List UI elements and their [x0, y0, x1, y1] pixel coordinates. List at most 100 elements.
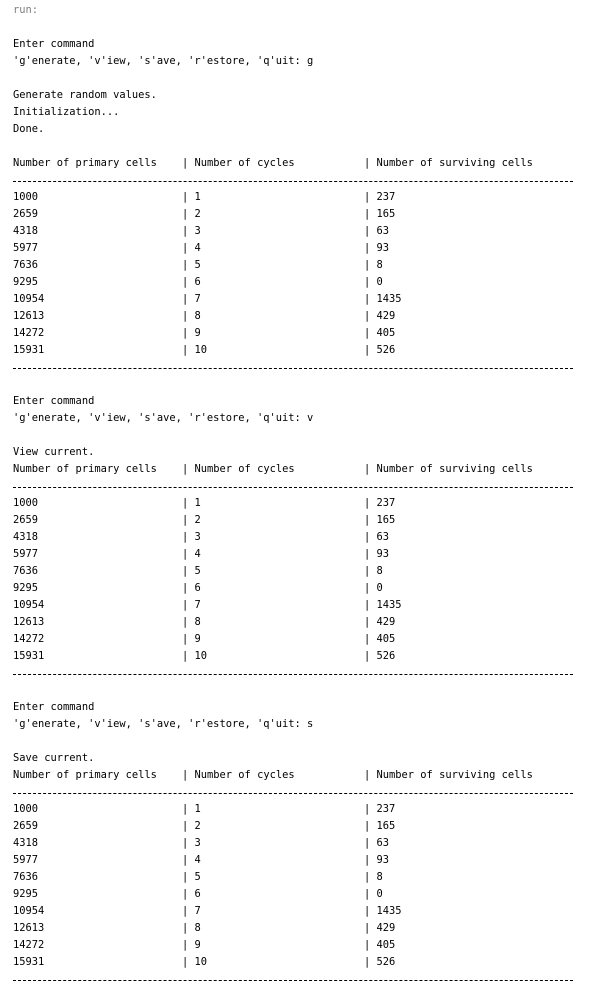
- table-row: 1000 | 1 | 237: [13, 495, 573, 512]
- table-row-col-2: | 8: [182, 616, 201, 628]
- table-row: 14272 | 9 | 405: [13, 631, 573, 648]
- table-row-col-3: | 405: [364, 633, 396, 645]
- table-header-col-1: Number of primary cells: [13, 769, 157, 781]
- table-row-col-3: | 405: [364, 939, 396, 951]
- table-row-col-2: | 8: [182, 310, 201, 322]
- table-header-col-1: Number of primary cells: [13, 157, 157, 169]
- table-row-col-3: | 63: [364, 837, 390, 849]
- table-row-col-3: | 526: [364, 956, 396, 968]
- table-row-col-1: 7636: [13, 259, 39, 271]
- status-message: Save current.: [13, 752, 95, 764]
- table-row: 2659 | 2 | 165: [13, 512, 573, 529]
- table-row-col-1: 10954: [13, 905, 45, 917]
- table-row-col-3: | 1435: [364, 905, 402, 917]
- table-row-col-3: | 165: [364, 820, 396, 832]
- table-row-col-3: | 429: [364, 310, 396, 322]
- table-row-col-3: | 165: [364, 208, 396, 220]
- table-row: 10954 | 7 | 1435: [13, 903, 573, 920]
- status-message: Generate random values.: [13, 89, 157, 101]
- table-row-col-1: 10954: [13, 599, 45, 611]
- prompt-title: Enter command: [13, 38, 95, 50]
- table-header: Number of primary cells | Number of cycle…: [13, 767, 573, 784]
- table-row-col-2: | 2: [182, 208, 201, 220]
- table-row-col-2: | 10: [182, 650, 208, 662]
- prompt-title: Enter command: [13, 395, 95, 407]
- table-row-col-2: | 4: [182, 242, 201, 254]
- table-row-col-3: | 8: [364, 871, 383, 883]
- table-header-col-3: | Number of surviving cells: [364, 157, 533, 169]
- table-header-col-1: Number of primary cells: [13, 463, 157, 475]
- table-row-col-3: | 237: [364, 191, 396, 203]
- table-row-col-3: | 93: [364, 548, 390, 560]
- table-header-divider: [13, 487, 573, 488]
- table-row-col-3: | 63: [364, 225, 390, 237]
- table-row-col-3: | 93: [364, 242, 390, 254]
- table-row: 7636 | 5 | 8: [13, 869, 573, 886]
- table-row-col-2: | 1: [182, 803, 201, 815]
- table-row-col-2: | 7: [182, 293, 201, 305]
- table-row-col-1: 9295: [13, 276, 39, 288]
- table-header: Number of primary cells | Number of cycle…: [13, 155, 573, 172]
- table-row-col-2: | 3: [182, 531, 201, 543]
- table-row-col-3: | 237: [364, 497, 396, 509]
- table-header-col-2: | Number of cycles: [182, 157, 295, 169]
- table-row-col-1: 12613: [13, 616, 45, 628]
- table-row: 9295 | 6 | 0: [13, 886, 573, 903]
- table-row-col-1: 5977: [13, 242, 39, 254]
- table-row: 12613 | 8 | 429: [13, 614, 573, 631]
- table-header-divider: [13, 793, 573, 794]
- table-row-col-1: 4318: [13, 225, 39, 237]
- table-row-col-3: | 526: [364, 650, 396, 662]
- table-row-col-2: | 6: [182, 276, 201, 288]
- table-row: 12613 | 8 | 429: [13, 308, 573, 325]
- table-row: 5977 | 4 | 93: [13, 240, 573, 257]
- table-row-col-2: | 9: [182, 327, 201, 339]
- table-row-col-1: 4318: [13, 531, 39, 543]
- table-row: 1000 | 1 | 237: [13, 189, 573, 206]
- status-message: Initialization...: [13, 106, 120, 118]
- prompt-options: 'g'enerate, 'v'iew, 's'ave, 'r'estore, '…: [13, 55, 314, 67]
- table-footer-divider: [13, 980, 573, 981]
- table-row-col-3: | 1435: [364, 293, 402, 305]
- table-row-col-1: 2659: [13, 208, 39, 220]
- table-header-col-2: | Number of cycles: [182, 769, 295, 781]
- table-row: 15931 | 10 | 526: [13, 648, 573, 665]
- table-row-col-1: 10954: [13, 293, 45, 305]
- table-row-col-1: 9295: [13, 582, 39, 594]
- table-row-col-3: | 1435: [364, 599, 402, 611]
- table-row-col-1: 14272: [13, 633, 45, 645]
- table-row-col-1: 15931: [13, 344, 45, 356]
- prompt-title: Enter command: [13, 701, 95, 713]
- run-label: run:: [13, 4, 39, 16]
- table-row-col-1: 5977: [13, 548, 39, 560]
- table-row-col-2: | 6: [182, 888, 201, 900]
- table-row-col-1: 7636: [13, 871, 39, 883]
- table-row-col-1: 7636: [13, 565, 39, 577]
- table-row-col-2: | 4: [182, 854, 201, 866]
- table-row: 14272 | 9 | 405: [13, 325, 573, 342]
- table-row-col-1: 1000: [13, 191, 39, 203]
- table-header-col-3: | Number of surviving cells: [364, 769, 533, 781]
- table-row-col-2: | 5: [182, 259, 201, 271]
- table-row-col-2: | 1: [182, 497, 201, 509]
- table-row-col-3: | 429: [364, 616, 396, 628]
- table-row-col-2: | 10: [182, 956, 208, 968]
- table-row: 7636 | 5 | 8: [13, 257, 573, 274]
- table-row-col-2: | 1: [182, 191, 201, 203]
- table-row-col-1: 12613: [13, 310, 45, 322]
- table-row: 4318 | 3 | 63: [13, 835, 573, 852]
- table-row-col-1: 14272: [13, 327, 45, 339]
- table-row-col-2: | 6: [182, 582, 201, 594]
- table-footer-divider: [13, 674, 573, 675]
- table-row-col-3: | 8: [364, 565, 383, 577]
- table-row-col-2: | 3: [182, 837, 201, 849]
- table-row: 15931 | 10 | 526: [13, 954, 573, 971]
- table-row-col-3: | 0: [364, 888, 383, 900]
- prompt-options: 'g'enerate, 'v'iew, 's'ave, 'r'estore, '…: [13, 412, 314, 424]
- table-row: 4318 | 3 | 63: [13, 529, 573, 546]
- table-row-col-3: | 63: [364, 531, 390, 543]
- table-row-col-3: | 429: [364, 922, 396, 934]
- table-row: 7636 | 5 | 8: [13, 563, 573, 580]
- table-row-col-2: | 7: [182, 905, 201, 917]
